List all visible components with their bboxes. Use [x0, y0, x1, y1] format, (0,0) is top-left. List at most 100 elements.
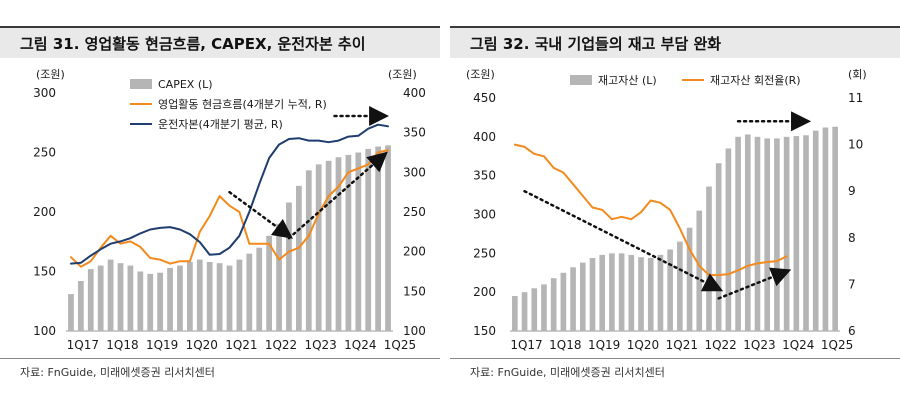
right-axis-tick: 11 [848, 91, 863, 105]
bar-0-28 [345, 154, 352, 331]
right-axis-tick: 6 [848, 324, 856, 338]
bar-0-6 [127, 265, 134, 331]
trend-arrow-1 [717, 267, 792, 300]
left-axis-tick: 150 [33, 265, 56, 279]
trend-arrow-0 [523, 189, 724, 292]
bottom-rule [0, 358, 440, 359]
bar-1-30 [803, 135, 809, 331]
bar-1-0 [512, 296, 518, 331]
right-axis-tick: 300 [403, 165, 426, 179]
chart-title: 그림 31. 영업활동 현금흐름, CAPEX, 운전자본 추이 [20, 35, 366, 53]
bar-0-5 [117, 263, 124, 331]
left-axis-tick: 350 [473, 169, 496, 183]
bar-0-11 [177, 265, 183, 331]
left-axis-tick: 100 [33, 324, 56, 338]
bar-0-0 [68, 294, 74, 331]
title-bar: 그림 31. 영업활동 현금흐름, CAPEX, 운전자본 추이 [0, 26, 440, 58]
x-axis-tick: 1Q20 [186, 338, 218, 352]
legend-swatch-bar [570, 75, 592, 85]
x-axis-tick: 1Q21 [666, 338, 698, 352]
bar-1-28 [783, 136, 790, 331]
bar-0-23 [295, 185, 302, 331]
x-axis-tick: 1Q22 [265, 338, 297, 352]
x-axis-tick: 1Q17 [510, 338, 542, 352]
bottom-rule [450, 358, 900, 359]
right-axis-tick: 10 [848, 138, 863, 152]
right-axis-tick: 8 [848, 231, 856, 245]
bar-1-2 [531, 288, 538, 331]
bar-1-27 [774, 138, 780, 331]
bar-1-6 [570, 267, 576, 331]
chart-32-svg: (조원) (회) 450 400 350 300 250 200 150 11 10 9 8 7 6 1Q17… [466, 68, 867, 352]
x-axis-tick: 1Q22 [704, 338, 736, 352]
x-axis-tick: 1Q25 [384, 338, 416, 352]
source-note: 자료: FnGuide, 미래에셋증권 리서치센터 [20, 366, 215, 379]
left-axis-unit: (조원) [466, 68, 495, 81]
left-axis-tick: 400 [473, 130, 496, 144]
bar-1-8 [589, 257, 596, 331]
bar-1-21 [715, 163, 722, 331]
bar-1-32 [822, 127, 829, 331]
left-axis-tick: 450 [473, 91, 496, 105]
bar-1-5 [560, 272, 567, 331]
right-axis-tick: 9 [848, 184, 856, 198]
bar-1-1 [521, 292, 528, 331]
legend-label: 재고자산 회전율(R) [710, 74, 801, 87]
bar-0-18 [246, 253, 253, 331]
x-axis-tick: 1Q24 [344, 338, 376, 352]
bar-0-20 [266, 235, 273, 331]
left-axis-tick: 250 [473, 246, 496, 260]
x-axis-tick: 1Q20 [627, 338, 659, 352]
series-line-orange [513, 143, 788, 277]
x-axis-tick: 1Q17 [67, 338, 99, 352]
left-axis-tick: 300 [33, 86, 56, 100]
source-note: 자료: FnGuide, 미래에셋증권 리서치센터 [470, 366, 665, 379]
bar-1-10 [609, 253, 615, 331]
bar-0-3 [97, 265, 104, 331]
series-line-navy [70, 123, 389, 265]
bar-0-17 [236, 259, 243, 331]
x-axis-tick: 1Q25 [821, 338, 853, 352]
bar-1-19 [696, 210, 703, 331]
bar-0-15 [216, 263, 223, 331]
bar-0-13 [196, 259, 203, 331]
bar-0-21 [276, 223, 282, 331]
legend-label: 영업활동 현금흐름(4개분기 누적, R) [158, 97, 327, 111]
left-axis-tick: 200 [33, 205, 56, 219]
bar-0-26 [325, 160, 332, 331]
bar-0-22 [286, 202, 292, 331]
title-bar: 그림 32. 국내 기업들의 재고 부담 완화 [450, 26, 900, 58]
right-axis-tick: 7 [848, 277, 856, 291]
bar-0-1 [77, 281, 84, 331]
bar-0-14 [206, 261, 213, 331]
right-axis-tick: 100 [403, 324, 426, 338]
right-axis-tick: 200 [403, 245, 426, 259]
bar-1-9 [599, 254, 606, 331]
right-axis-tick: 400 [403, 86, 426, 100]
bar-1-25 [754, 136, 761, 331]
bar-0-12 [186, 261, 193, 331]
legend-label: 운전자본(4개분기 평균, R) [158, 118, 283, 131]
bar-1-15 [657, 254, 664, 331]
right-axis-tick: 250 [403, 205, 426, 219]
bar-0-32 [385, 145, 391, 331]
bar-1-23 [735, 136, 741, 331]
bar-1-20 [706, 186, 712, 331]
chart-panel-31: 그림 31. 영업활동 현금흐름, CAPEX, 운전자본 추이 (조원) (조원… [0, 0, 440, 406]
bar-0-7 [137, 271, 144, 331]
legend-swatch-bar [130, 79, 152, 89]
bar-1-26 [764, 138, 771, 331]
trend-arrow-0 [228, 190, 293, 239]
bar-1-18 [686, 227, 693, 331]
bar-0-25 [315, 164, 322, 331]
bar-1-16 [667, 249, 673, 331]
x-axis-tick: 1Q24 [782, 338, 814, 352]
bar-0-9 [157, 272, 164, 331]
bar-1-24 [744, 134, 751, 331]
bar-1-31 [812, 130, 819, 331]
bar-0-29 [355, 152, 362, 331]
x-axis-tick: 1Q23 [743, 338, 775, 352]
bar-0-19 [256, 247, 263, 331]
left-axis-unit: (조원) [36, 68, 65, 81]
right-axis-unit: (조원) [388, 68, 417, 81]
